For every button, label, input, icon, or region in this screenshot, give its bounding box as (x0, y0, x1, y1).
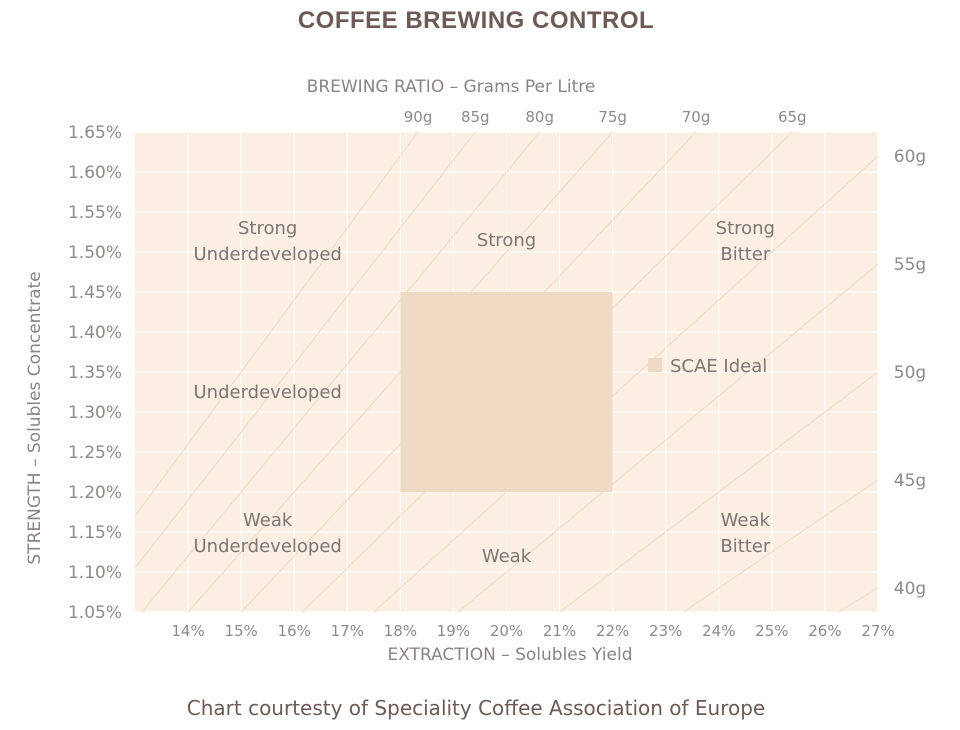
y-axis-ticks: 1.05% 1.10% 1.15% 1.20% 1.25% 1.30% 1.35% 1.40%… (68, 123, 122, 623)
chart-credit: Chart courtesty of Speciality Coffee Ass… (187, 696, 766, 720)
y-tick-label-8: 1.45% (68, 283, 122, 303)
ratio-label-45: 45g (894, 471, 926, 491)
x-tick-label-10: 24% (702, 622, 735, 640)
y-tick-label-5: 1.30% (68, 403, 122, 423)
ratio-label-80: 80g (525, 108, 554, 126)
ratio-line-40 (837, 587, 879, 613)
ratio-line-60 (373, 155, 879, 613)
ratio-line-90 (134, 131, 419, 517)
legend-label-scae-ideal: SCAE Ideal (670, 356, 767, 377)
x-tick-label-6: 20% (490, 622, 523, 640)
ratio-line-45 (683, 479, 879, 613)
x2-axis-title: BREWING RATIO – Grams Per Litre (307, 77, 596, 97)
y-axis-title: STRENGTH – Solubles Concentrate (25, 271, 45, 564)
ratio-line-85 (134, 131, 476, 569)
x-tick-label-8: 22% (596, 622, 629, 640)
x-tick-label-4: 18% (384, 622, 417, 640)
ratio-label-75: 75g (598, 108, 627, 126)
y-tick-label-3: 1.20% (68, 483, 122, 503)
ratio-label-85: 85g (461, 108, 490, 126)
x-tick-label-2: 16% (278, 622, 311, 640)
ratio-line-80 (141, 131, 541, 613)
ratio-label-70: 70g (682, 108, 711, 126)
ratio-line-55 (457, 263, 879, 613)
x-tick-label-1: 15% (224, 622, 257, 640)
y-tick-label-10: 1.55% (68, 203, 122, 223)
x-tick-label-11: 25% (755, 622, 788, 640)
ratio-label-50: 50g (894, 363, 926, 383)
zone-label-3: Underdeveloped (194, 382, 342, 403)
y-tick-label-12: 1.65% (68, 123, 122, 143)
ratio-label-40: 40g (894, 579, 926, 599)
ratio-label-55: 55g (894, 255, 926, 275)
y-tick-label-11: 1.60% (68, 163, 122, 183)
ratio-label-90: 90g (404, 108, 433, 126)
chart-title: COFFEE BREWING CONTROL (298, 7, 654, 34)
zone-label-6: Weak Bitter (720, 510, 771, 557)
x-tick-label-7: 21% (543, 622, 576, 640)
brewing-ratio-labels: 90g 85g 80g 75g 70g 65g 60g 55g 50g 45g 40g (404, 108, 926, 599)
y-tick-label-4: 1.25% (68, 443, 122, 463)
zone-label-5: Weak (482, 546, 532, 567)
y-tick-label-6: 1.35% (68, 363, 122, 383)
y-tick-label-2: 1.15% (68, 523, 122, 543)
ratio-label-65: 65g (778, 108, 807, 126)
scae-ideal-region (400, 292, 613, 492)
x-tick-label-13: 27% (861, 622, 894, 640)
zone-label-0: Strong Underdeveloped (194, 218, 342, 265)
zone-label-4: Weak Underdeveloped (194, 510, 342, 557)
x-tick-label-9: 23% (649, 622, 682, 640)
legend: SCAE Ideal (648, 356, 767, 377)
ratio-line-50 (559, 371, 879, 613)
x-tick-label-12: 26% (808, 622, 841, 640)
y-tick-label-9: 1.50% (68, 243, 122, 263)
x-tick-label-3: 17% (331, 622, 364, 640)
y-tick-label-7: 1.40% (68, 323, 122, 343)
zone-label-2: Strong Bitter (716, 218, 775, 265)
x-tick-label-0: 14% (171, 622, 204, 640)
zone-label-1: Strong (477, 230, 536, 251)
legend-swatch-scae-ideal (648, 358, 662, 372)
x-axis-ticks: 14% 15% 16% 17% 18% 19% 20% 21% 22% 23% 24% 25% 26% 2… (171, 622, 894, 640)
y-tick-label-0: 1.05% (68, 603, 122, 623)
x-tick-label-5: 19% (437, 622, 470, 640)
zone-labels: Strong Underdeveloped Strong Strong Bitter Un… (194, 218, 775, 567)
ratio-label-60: 60g (894, 147, 926, 167)
y-tick-label-1: 1.10% (68, 563, 122, 583)
x-axis-title: EXTRACTION – Solubles Yield (388, 645, 633, 665)
